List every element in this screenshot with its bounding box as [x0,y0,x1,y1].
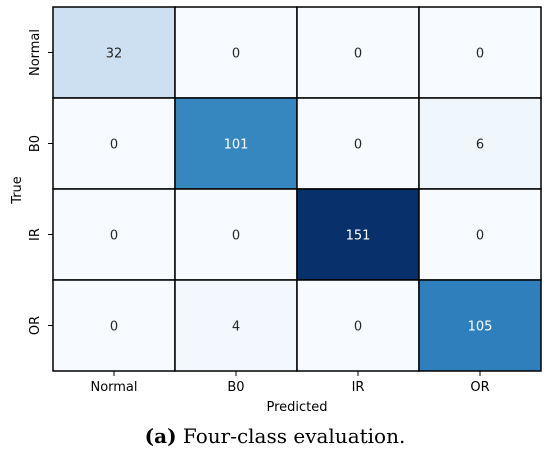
cell-value-label: 101 [224,138,249,153]
x-tick-label: OR [470,380,489,395]
figure-caption: (a) Four-class evaluation. [0,424,550,448]
heatmap-cell [418,97,542,190]
cell-value-label: 32 [106,47,123,62]
cell-value-label: 0 [232,47,240,62]
cell-value-label: 0 [476,47,484,62]
y-tick-labels: Normal B0 IR OR [28,29,53,335]
cell-value-label: 105 [468,320,493,335]
cell-value-label: 0 [476,229,484,244]
heatmap-cells: 32 0 0 0 0 101 0 6 0 0 151 0 0 4 0 105 [52,6,542,372]
cell-value-label: 0 [354,320,362,335]
heatmap-cell [418,6,542,99]
cell-value-label: 0 [110,229,118,244]
heatmap-cell [418,279,542,372]
heatmap-cell [296,6,420,99]
cell-value-label: 0 [354,47,362,62]
heatmap-cell [52,6,176,99]
heatmap-cell [174,279,298,372]
cell-value-label: 6 [476,138,484,153]
cell-value-label: 151 [346,229,371,244]
heatmap-cell [418,188,542,281]
cell-value-label: 0 [354,138,362,153]
x-axis-label: Predicted [266,400,327,415]
caption-text: Four-class evaluation. [182,424,406,448]
cell-value-label: 0 [232,229,240,244]
cell-value-label: 0 [110,138,118,153]
x-tick-label: Normal [90,380,137,395]
x-tick-label: IR [352,380,365,395]
caption-label: (a) [144,424,177,448]
y-axis-label: True [10,176,25,205]
x-tick-labels: Normal B0 IR OR [90,371,490,395]
heatmap-cell [174,6,298,99]
heatmap-cell [174,97,298,190]
y-tick-label: IR [28,228,43,241]
y-tick-label: OR [28,316,43,335]
cell-value-label: 4 [232,320,240,335]
y-tick-label: Normal [28,29,43,76]
cell-value-label: 0 [110,320,118,335]
x-tick-label: B0 [227,380,244,395]
heatmap-cell [174,188,298,281]
y-tick-label: B0 [28,135,43,152]
confusion-matrix-chart: 32 0 0 0 0 101 0 6 0 0 151 0 0 4 0 105 Normal B0 IR OR Nor… [10,6,542,415]
